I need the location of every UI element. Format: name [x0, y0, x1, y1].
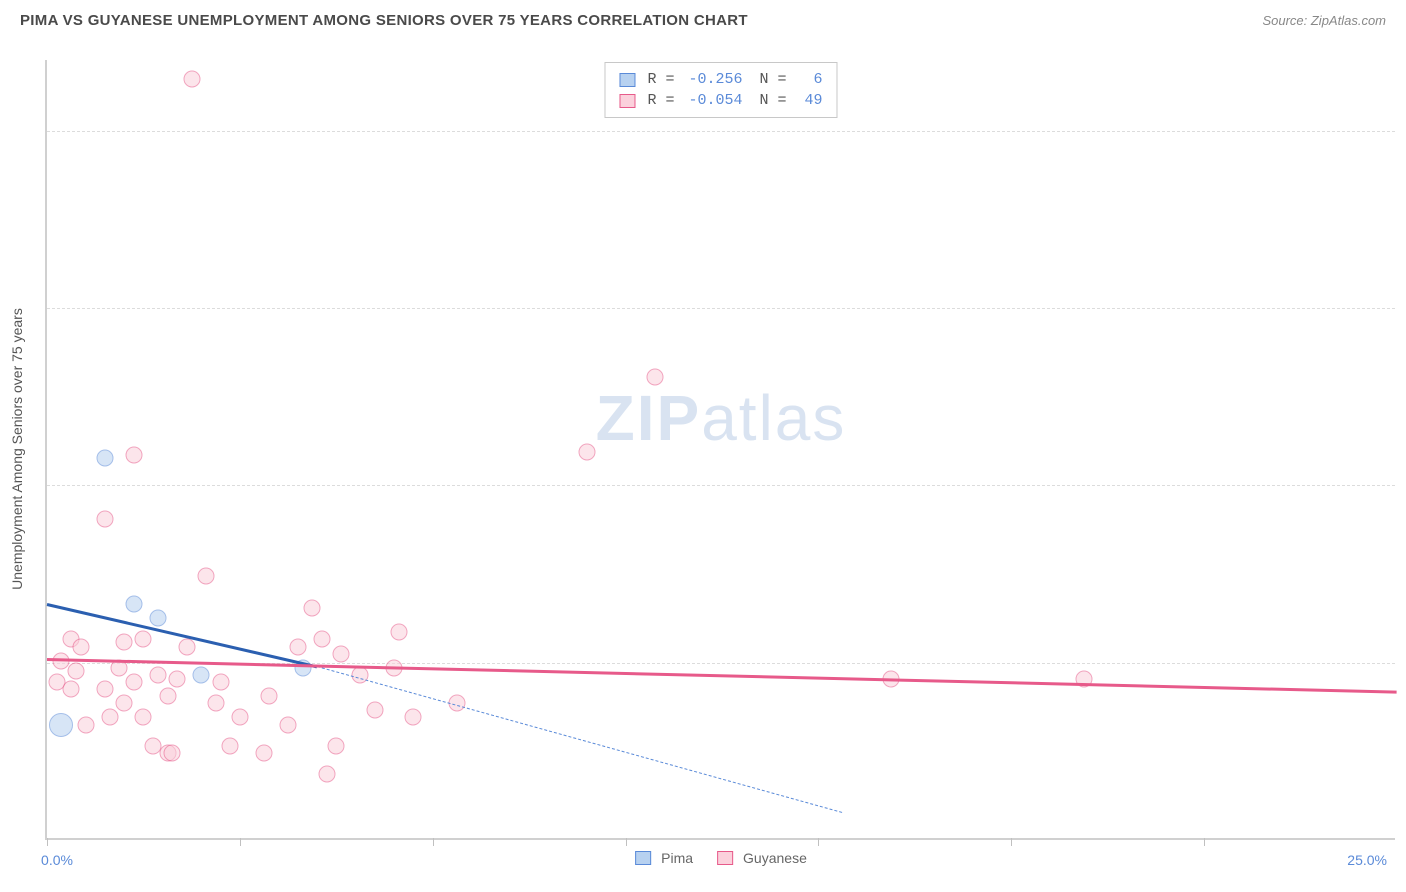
data-point-guyanese — [169, 671, 186, 688]
data-point-guyanese — [135, 709, 152, 726]
x-tick — [433, 838, 434, 846]
data-point-pima — [149, 610, 166, 627]
data-point-guyanese — [116, 695, 133, 712]
data-point-guyanese — [72, 638, 89, 655]
data-point-guyanese — [135, 631, 152, 648]
gridline — [47, 485, 1395, 486]
legend: Pima Guyanese — [635, 850, 807, 866]
gridline — [47, 131, 1395, 132]
data-point-guyanese — [231, 709, 248, 726]
data-point-guyanese — [366, 702, 383, 719]
data-point-pima — [125, 596, 142, 613]
data-point-guyanese — [125, 447, 142, 464]
data-point-guyanese — [579, 444, 596, 461]
stats-row-pima: R = -0.256 N = 6 — [619, 69, 822, 90]
data-point-guyanese — [67, 662, 84, 679]
data-point-guyanese — [328, 737, 345, 754]
data-point-guyanese — [255, 744, 272, 761]
regression-line-guyanese — [47, 658, 1397, 694]
chart-title: PIMA VS GUYANESE UNEMPLOYMENT AMONG SENI… — [20, 12, 748, 29]
x-end-label: 25.0% — [1347, 852, 1387, 868]
stats-row-guyanese: R = -0.054 N = 49 — [619, 90, 822, 111]
data-point-guyanese — [125, 674, 142, 691]
correlation-stats-box: R = -0.256 N = 6 R = -0.054 N = 49 — [604, 62, 837, 118]
data-point-guyanese — [116, 634, 133, 651]
data-point-guyanese — [280, 716, 297, 733]
data-point-guyanese — [390, 624, 407, 641]
data-point-guyanese — [63, 681, 80, 698]
legend-item-guyanese: Guyanese — [717, 850, 807, 866]
data-point-pima — [49, 713, 73, 737]
x-tick — [818, 838, 819, 846]
data-point-guyanese — [646, 369, 663, 386]
data-point-guyanese — [101, 709, 118, 726]
x-tick — [626, 838, 627, 846]
data-point-guyanese — [159, 688, 176, 705]
data-point-guyanese — [289, 638, 306, 655]
data-point-guyanese — [212, 674, 229, 691]
watermark-logo: ZIPatlas — [596, 381, 847, 455]
data-point-guyanese — [96, 510, 113, 527]
y-axis-label: Unemployment Among Seniors over 75 years — [9, 308, 25, 590]
data-point-guyanese — [96, 681, 113, 698]
data-point-pima — [193, 666, 210, 683]
swatch-pima — [619, 73, 635, 87]
data-point-guyanese — [149, 666, 166, 683]
data-point-guyanese — [222, 737, 239, 754]
data-point-guyanese — [183, 71, 200, 88]
data-point-guyanese — [318, 766, 335, 783]
data-point-guyanese — [304, 600, 321, 617]
regression-line-pima-ext — [317, 666, 843, 813]
x-origin-label: 0.0% — [41, 852, 73, 868]
gridline — [47, 308, 1395, 309]
data-point-guyanese — [333, 645, 350, 662]
x-tick — [1204, 838, 1205, 846]
data-point-guyanese — [77, 716, 94, 733]
data-point-guyanese — [405, 709, 422, 726]
data-point-guyanese — [313, 631, 330, 648]
legend-item-pima: Pima — [635, 850, 693, 866]
swatch-guyanese — [619, 94, 635, 108]
chart-plot-area: Unemployment Among Seniors over 75 years… — [45, 60, 1395, 840]
source-attribution: Source: ZipAtlas.com — [1262, 13, 1386, 28]
data-point-guyanese — [207, 695, 224, 712]
data-point-guyanese — [198, 567, 215, 584]
data-point-guyanese — [178, 638, 195, 655]
x-tick — [240, 838, 241, 846]
data-point-guyanese — [164, 744, 181, 761]
data-point-pima — [96, 449, 113, 466]
data-point-guyanese — [260, 688, 277, 705]
x-tick — [1011, 838, 1012, 846]
x-tick — [47, 838, 48, 846]
